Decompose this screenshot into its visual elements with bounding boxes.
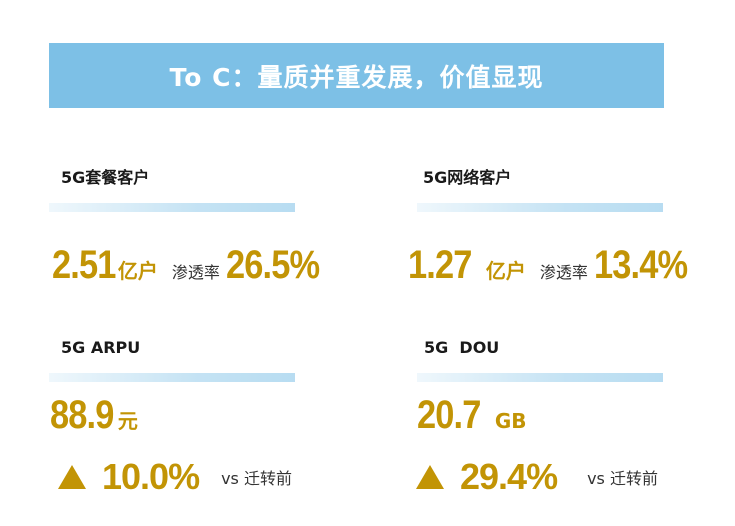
metric-label-5g-network-customers: 5G网络客户 <box>423 168 512 187</box>
up-triangle-icon <box>58 465 86 489</box>
metric-unit: 亿户 <box>485 259 526 283</box>
metric-value: 2.51 <box>52 243 116 287</box>
metric-label-5g-arpu: 5G ARPU <box>61 338 141 357</box>
metric-unit: 亿户 <box>117 259 158 283</box>
metric-value: 20.7 <box>417 393 481 437</box>
penetration-value: 13.4% <box>593 243 688 287</box>
penetration-label: 渗透率 <box>539 263 588 282</box>
up-triangle-icon <box>416 465 444 489</box>
penetration-value: 26.5% <box>225 243 320 287</box>
metric-label-5g-dou: 5G DOU <box>424 338 500 357</box>
metric-change-5g-dou: 29.4% vs 迁转前 <box>416 456 658 498</box>
change-value: 29.4% <box>460 456 558 497</box>
change-label: vs 迁转前 <box>587 469 658 488</box>
change-value: 10.0% <box>102 456 200 497</box>
metric-label-5g-package-customers: 5G套餐客户 <box>61 168 150 187</box>
divider <box>417 203 663 212</box>
change-label: vs 迁转前 <box>221 469 292 488</box>
divider <box>49 203 295 212</box>
metric-row-5g-dou: 20.7 GB <box>417 393 527 438</box>
metric-row-5g-package-customers: 2.51 亿户 渗透率 26.5% <box>52 243 334 288</box>
metric-row-5g-arpu: 88.9 元 <box>50 393 138 438</box>
divider <box>49 373 295 382</box>
metric-value: 1.27 <box>408 243 472 287</box>
metric-unit: GB <box>494 409 527 433</box>
penetration-label: 渗透率 <box>171 263 220 282</box>
divider <box>417 373 663 382</box>
title-banner: To C：量质并重发展，价值显现 <box>49 43 664 108</box>
metric-row-5g-network-customers: 1.27 亿户 渗透率 13.4% <box>408 243 702 288</box>
metric-value: 88.9 <box>50 393 114 437</box>
metric-change-5g-arpu: 10.0% vs 迁转前 <box>58 456 292 498</box>
metric-unit: 元 <box>117 409 138 433</box>
page-title: To C：量质并重发展，价值显现 <box>169 62 544 92</box>
